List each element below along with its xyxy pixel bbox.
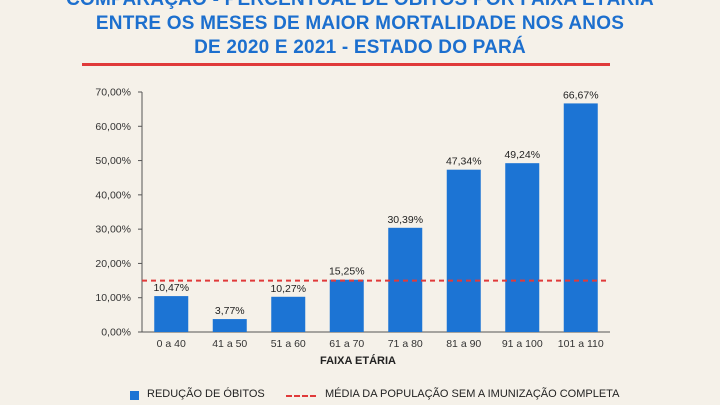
title-divider <box>82 63 610 66</box>
x-tick-label: 41 a 50 <box>212 338 247 350</box>
legend-bar-label: REDUÇÃO DE ÓBITOS <box>147 388 265 400</box>
legend: REDUÇÃO DE ÓBITOS MÉDIA DA POPULAÇÃO SEM… <box>0 388 720 405</box>
y-tick-label: 20,00% <box>95 258 131 270</box>
x-tick-label: 0 a 40 <box>157 338 186 350</box>
bar-value-label: 66,67% <box>563 89 599 101</box>
bar-value-label: 49,24% <box>504 149 540 161</box>
bar-value-label: 47,34% <box>446 156 482 168</box>
y-tick-label: 50,00% <box>95 155 131 167</box>
chart-title: COMPARAÇÃO - PERCENTUAL DE ÓBITOS POR FA… <box>0 0 720 60</box>
legend-bar-swatch <box>130 391 139 400</box>
bar <box>212 319 247 332</box>
bar <box>271 296 306 332</box>
x-axis-label: FAIXA ETÁRIA <box>320 354 396 367</box>
bar-value-label: 10,47% <box>153 282 189 294</box>
bar-value-label: 15,25% <box>329 266 365 278</box>
x-tick-label: 71 a 80 <box>388 338 423 350</box>
bar <box>446 169 481 332</box>
x-tick-label: 101 a 110 <box>558 338 604 350</box>
bar <box>329 279 364 332</box>
bar <box>563 103 598 332</box>
title-line-1: COMPARAÇÃO - PERCENTUAL DE ÓBITOS POR FA… <box>0 0 720 12</box>
y-tick-label: 60,00% <box>95 121 131 133</box>
x-tick-label: 91 a 100 <box>502 338 543 350</box>
legend-line-swatch <box>286 395 316 397</box>
bar-value-label: 30,39% <box>387 214 423 226</box>
x-tick-label: 81 a 90 <box>446 338 481 350</box>
y-tick-label: 30,00% <box>95 224 131 236</box>
bar-value-label: 3,77% <box>215 305 245 317</box>
title-line-2: ENTRE OS MESES DE MAIOR MORTALIDADE NOS … <box>95 13 625 34</box>
y-tick-label: 70,00% <box>95 87 131 99</box>
y-tick-label: 0,00% <box>101 327 131 339</box>
x-tick-label: 61 a 70 <box>329 338 364 350</box>
bar-value-label: 10,27% <box>270 283 306 295</box>
y-tick-label: 40,00% <box>95 189 131 201</box>
x-tick-label: 51 a 60 <box>271 338 306 350</box>
y-tick-label: 10,00% <box>95 292 131 304</box>
bar <box>505 163 540 332</box>
legend-line-label: MÉDIA DA POPULAÇÃO SEM A IMUNIZAÇÃO COMP… <box>325 388 620 400</box>
title-line-3: DE 2020 E 2021 - ESTADO DO PARÁ <box>194 37 526 58</box>
bar <box>154 296 189 332</box>
